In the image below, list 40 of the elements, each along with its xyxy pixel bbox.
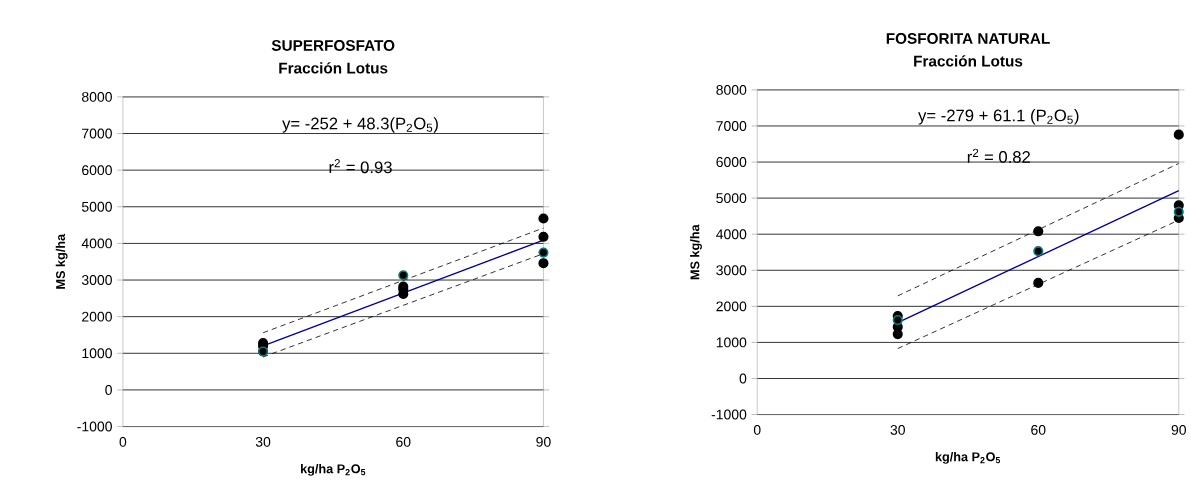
chart-title: SUPERFOSFATO [271, 39, 395, 51]
y-tick-label: 5000 [716, 193, 747, 203]
y-tick-label: 2000 [82, 311, 112, 322]
x-tick-label: 0 [119, 436, 127, 447]
y-tick-label: -1000 [711, 409, 747, 420]
x-axis-title: kg/ha P$_{2}$O$_{5}$ [935, 451, 1001, 464]
x-tick-label: 30 [890, 424, 905, 435]
y-tick-label: 4000 [716, 229, 747, 240]
y-tick-label: 6000 [82, 165, 112, 175]
y-tick-label: 4000 [81, 238, 112, 249]
x-tick-label: 60 [396, 436, 411, 447]
x-tick-label: 0 [753, 424, 761, 435]
y-tick-label: -1000 [77, 421, 112, 432]
annotation: y= -279 + 61.1 (P$_{2}$O$_{5}$) [918, 108, 1079, 125]
y-tick-label: 1000 [82, 348, 112, 359]
y-tick-label: 3000 [716, 265, 747, 276]
y-tick-label: 2000 [716, 301, 747, 312]
y-axis-title: MS kg/ha [690, 224, 702, 280]
y-tick-label: 6000 [716, 156, 747, 167]
y-tick-label: 0 [739, 373, 747, 384]
chart-subtitle: Fracción Lotus [914, 55, 1023, 67]
y-tick-label: 8000 [81, 91, 112, 102]
x-tick-label: 30 [255, 436, 271, 447]
y-tick-label: 5000 [81, 201, 112, 212]
y-tick-label: 7000 [716, 120, 747, 131]
x-tick-label: 90 [536, 436, 551, 447]
y-tick-label: 1000 [716, 337, 747, 348]
x-tick-label: 60 [1031, 424, 1046, 435]
x-tick-label: 90 [1171, 424, 1187, 435]
y-tick-label: 0 [105, 384, 112, 395]
annotation: y= -252 + 48.3(P$_{2}$O$_{5}$) [282, 117, 438, 133]
chart-title: FOSFORITA NATURAL [886, 32, 1050, 44]
annotation: r$^{2}$ = 0.82 [967, 148, 1030, 163]
y-tick-label: 7000 [82, 128, 112, 139]
y-tick-label: 3000 [81, 274, 112, 285]
x-axis-title: kg/ha P$_{2}$O$_{5}$ [301, 463, 366, 476]
y-tick-label: 8000 [716, 84, 747, 95]
chart-subtitle: Fracción Lotus [279, 62, 388, 74]
annotation: r$^{2}$ = 0.93 [329, 158, 392, 174]
y-axis-title: MS kg/ha [55, 233, 68, 289]
